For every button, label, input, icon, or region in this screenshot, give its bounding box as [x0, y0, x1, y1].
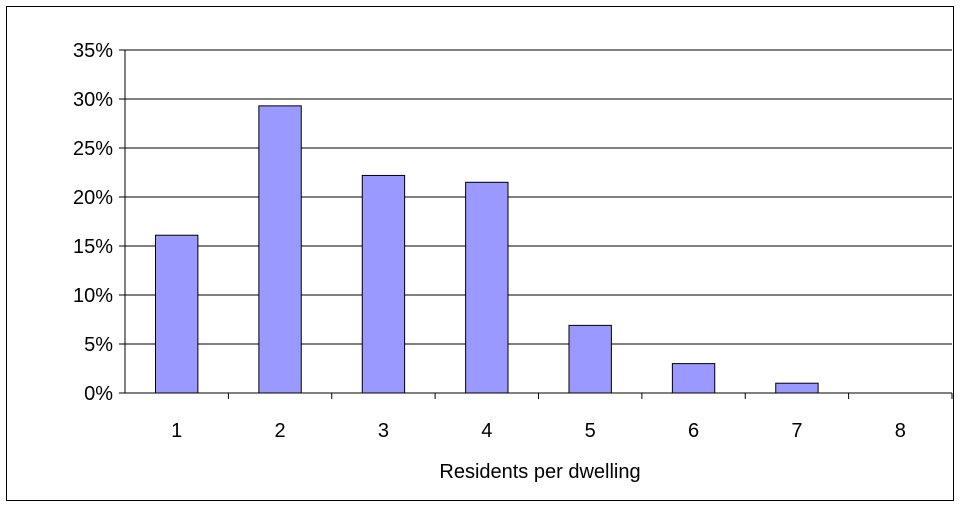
x-tick-label: 3 — [378, 420, 389, 442]
x-tick-labels: 1 2 3 4 5 6 7 8 — [171, 420, 906, 442]
bar-7 — [775, 382, 819, 394]
y-tick-label: 35% — [73, 40, 113, 62]
x-tick-label: 2 — [275, 420, 286, 442]
x-tick-label: 5 — [585, 420, 596, 442]
y-tick-label: 0% — [84, 383, 113, 405]
bar-4 — [465, 181, 509, 394]
bars — [154, 105, 819, 394]
x-tick-label: 6 — [688, 420, 699, 442]
x-tick-label: 7 — [791, 420, 802, 442]
bar-3 — [361, 174, 406, 394]
y-tick-label: 5% — [84, 334, 113, 356]
bar-1 — [154, 234, 199, 394]
y-tick-label: 15% — [73, 236, 113, 258]
bar-5 — [568, 324, 612, 394]
axes — [119, 49, 953, 399]
y-tick-label: 30% — [73, 89, 113, 111]
x-tick-label: 4 — [481, 420, 492, 442]
gridlines — [125, 49, 952, 345]
x-axis-label: Residents per dwelling — [439, 461, 640, 483]
y-tick-label: 20% — [73, 187, 113, 209]
bar-6 — [671, 363, 716, 394]
y-tick-labels: 0% 5% 10% 15% 20% 25% 30% 35% — [73, 40, 113, 405]
y-tick-label: 10% — [73, 285, 113, 307]
x-tick-label: 1 — [171, 420, 182, 442]
y-tick-label: 25% — [73, 138, 113, 160]
x-tick-label: 8 — [895, 420, 906, 442]
bar-2 — [258, 105, 302, 394]
